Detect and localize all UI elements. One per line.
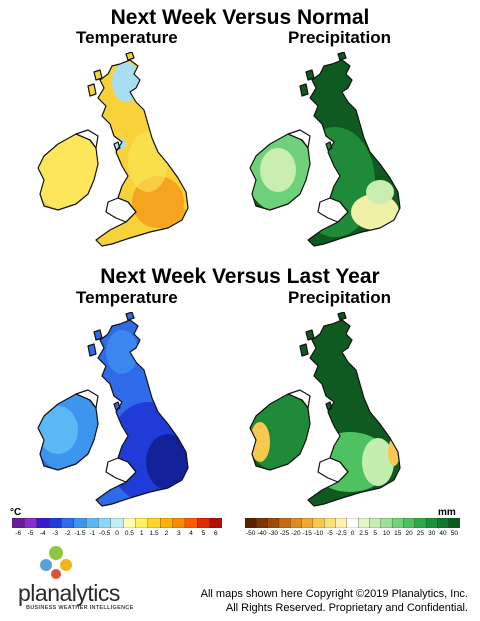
legend-swatch (73, 518, 87, 528)
legend-swatch (403, 518, 416, 528)
copyright-line-1: All maps shown here Copyright ©2019 Plan… (200, 588, 468, 600)
legend-tick-label: 2.5 (359, 530, 369, 537)
legend-swatch (380, 518, 393, 528)
legend-tick-label: 3 (176, 530, 181, 537)
map-precipitation-last-year (249, 312, 401, 507)
legend-tick-label: 30 (428, 530, 436, 537)
legend-tick-label: -2.5 (335, 530, 347, 537)
legend-tick-label: 1.5 (149, 530, 159, 537)
legend-swatch (147, 518, 161, 528)
subtitle-temperature-last-year: Temperature (76, 288, 178, 307)
precipitation-legend-bar (245, 518, 460, 528)
temperature-legend-ticks: -6 -5 -4 -3 -2 -1.5 -1 -0.5 0 0.5 1 1.5 2 3 4 5 6 (12, 530, 222, 540)
copyright-line-2: All Rights Reserved. Proprietary and Con… (225, 602, 468, 614)
legend-tick-label: 4 (189, 530, 193, 537)
legend-swatch (324, 518, 337, 528)
legend-tick-label: -1 (89, 530, 96, 537)
legend-swatch (36, 518, 50, 528)
legend-swatch (61, 518, 75, 528)
precipitation-legend-ticks: -50 -40 -30 -25 -20 -15 -10 -5 -2.5 0 2.5 5 10 15 20 25… (245, 530, 460, 540)
legend-swatch (184, 518, 198, 528)
legend-swatch (267, 518, 280, 528)
legend-tick-label: -25 (279, 530, 290, 537)
legend-swatch (369, 518, 382, 528)
legend-swatch (278, 518, 291, 528)
legend-tick-label: 5 (201, 530, 206, 537)
legend-tick-label: 50 (450, 530, 458, 537)
brand-tagline: BUSINESS WEATHER INTELLIGENCE (26, 605, 134, 611)
temperature-legend-bar (12, 518, 222, 528)
legend-swatch (448, 518, 460, 528)
legend-swatch (98, 518, 112, 528)
legend-tick-label: 40 (439, 530, 447, 537)
subtitle-temperature-normal: Temperature (76, 28, 178, 47)
legend-tick-label: 0 (350, 530, 355, 537)
legend-swatch (12, 518, 26, 528)
subtitle-precipitation-last-year: Precipitation (288, 288, 391, 307)
map-precipitation-normal (249, 52, 401, 247)
legend-tick-label: -2 (64, 530, 71, 537)
legend-swatch (135, 518, 149, 528)
map-temperature-last-year (37, 312, 189, 507)
legend-swatch (335, 518, 348, 528)
planalytics-logo-icon (40, 546, 72, 579)
legend-tick-label: -50 (245, 530, 256, 537)
legend-swatch (414, 518, 427, 528)
legend-swatch (425, 518, 439, 528)
legend-tick-label: 0 (115, 530, 119, 537)
map-temperature-normal (37, 52, 189, 247)
legend-tick-label: -5 (326, 530, 333, 537)
legend-swatch (197, 518, 211, 528)
legend-swatch (256, 518, 269, 528)
legend-tick-label: -40 (257, 530, 267, 537)
temperature-unit: °C (10, 507, 22, 518)
legend-swatch (209, 518, 222, 528)
legend-tick-label: -15 (302, 530, 312, 537)
legend-swatch (301, 518, 314, 528)
legend-tick-label: -6 (15, 530, 22, 537)
legend-tick-label: -20 (291, 530, 301, 537)
legend-tick-label: -4 (39, 530, 46, 537)
legend-swatch (346, 518, 359, 528)
legend-tick-label: -10 (313, 530, 324, 537)
legend-swatch (391, 518, 405, 528)
legend-swatch (123, 518, 137, 528)
legend-tick-label: -30 (268, 530, 278, 537)
legend-swatch (290, 518, 303, 528)
legend-tick-label: 15 (394, 530, 402, 537)
legend-swatch (172, 518, 186, 528)
section-title-normal: Next Week Versus Normal (110, 6, 370, 29)
legend-swatch (48, 518, 63, 528)
legend-swatch (358, 518, 371, 528)
legend-tick-label: -5 (27, 530, 34, 537)
legend-swatch (24, 518, 38, 528)
legend-tick-label: -3 (52, 530, 59, 537)
legend-tick-label: 10 (382, 530, 391, 537)
legend-tick-label: 5 (373, 530, 377, 537)
legend-tick-label: 6 (214, 530, 218, 537)
legend-tick-label: -0.5 (99, 530, 111, 537)
legend-swatch (437, 518, 450, 528)
legend-tick-label: 25 (416, 530, 425, 537)
legend-tick-label: 0.5 (124, 530, 134, 537)
legend-swatch (245, 518, 257, 528)
legend-tick-label: 20 (405, 530, 413, 537)
legend-swatch (85, 518, 100, 528)
subtitle-precipitation-normal: Precipitation (288, 28, 391, 47)
precipitation-unit: mm (438, 507, 456, 518)
legend-swatch (312, 518, 325, 528)
legend-swatch (160, 518, 174, 528)
legend-tick-label: -1.5 (74, 530, 86, 537)
section-title-last-year: Next Week Versus Last Year (100, 265, 380, 288)
legend-tick-label: 2 (164, 530, 169, 537)
brand-name: planalytics (18, 580, 120, 606)
legend-swatch (110, 518, 124, 528)
legend-tick-label: 1 (139, 530, 144, 537)
